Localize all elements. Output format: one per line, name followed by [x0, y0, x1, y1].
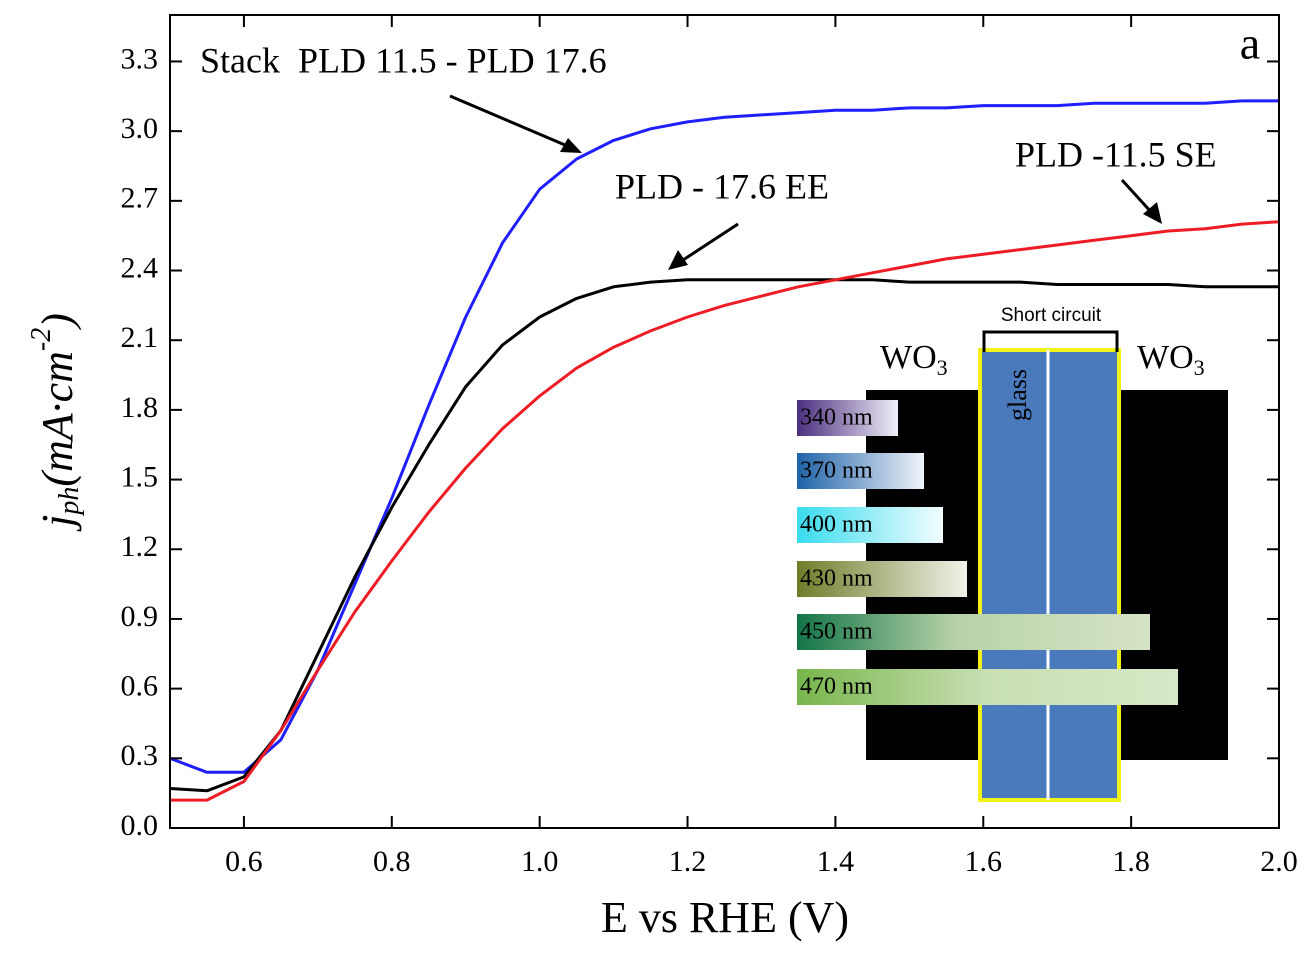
wavelength-bar: [797, 400, 898, 436]
series-line: [169, 278, 1279, 793]
y-tick-label: 1.5: [121, 460, 159, 493]
annotation-arrow: [449, 94, 573, 150]
series-label: PLD - 17.6 EE: [615, 166, 829, 206]
y-tick-label: 2.4: [121, 251, 159, 284]
annotation-arrow: [1120, 178, 1154, 215]
x-tick-label: 1.2: [669, 845, 707, 878]
series-line: [170, 220, 1280, 802]
y-tick-label: 3.0: [121, 112, 159, 145]
y-tick-label: 0.0: [121, 809, 159, 842]
y-tick-label: 3.3: [121, 42, 159, 75]
wavelength-bar: [797, 561, 967, 597]
wavelength-label: 400 nm: [800, 512, 873, 538]
x-tick-label: 2.0: [1260, 845, 1298, 878]
y-tick-label: 1.2: [121, 530, 159, 563]
panel-label: a: [1240, 18, 1260, 69]
annotation-arrow: [679, 222, 739, 264]
layer-subscript: 3: [937, 355, 948, 380]
y-tick-label: 0.3: [121, 739, 159, 772]
y-title-part: (mA·cm: [33, 351, 82, 487]
y-tick-label: 0.6: [121, 670, 159, 703]
series-label: PLD -11.5 SE: [1015, 134, 1217, 174]
plot-frame: [169, 14, 1280, 829]
x-tick-label: 1.0: [521, 845, 559, 878]
y-tick-label: 2.7: [121, 182, 159, 215]
short-circuit-label: Short circuit: [1001, 305, 1102, 326]
layer-label: WO3: [1137, 339, 1205, 380]
y-title-subscript: ph: [54, 487, 85, 517]
wavelength-label: 370 nm: [800, 458, 873, 484]
x-tick-label: 1.4: [817, 845, 855, 878]
y-tick-label: 0.9: [121, 600, 159, 633]
x-tick-label: 1.8: [1112, 845, 1150, 878]
wavelength-label: 340 nm: [800, 405, 873, 431]
x-axis-title: E vs RHE (V): [601, 893, 849, 942]
wavelength-label: 470 nm: [800, 674, 873, 700]
wavelength-bar: [797, 453, 924, 489]
short-circuit-wire: [982, 330, 1119, 352]
layer-text: WO: [1137, 339, 1194, 376]
y-title-part: ): [33, 313, 82, 331]
annotation-arrowhead: [560, 138, 582, 153]
annotation-arrowhead: [668, 250, 688, 270]
series-line: [169, 99, 1279, 774]
wavelength-label: 430 nm: [800, 566, 873, 592]
wavelength-bar: [797, 614, 1150, 650]
glass-label: glass: [1003, 369, 1032, 421]
x-tick-label: 0.8: [373, 845, 411, 878]
layer-text: WO: [880, 339, 937, 376]
y-title-superscript: -2: [26, 328, 57, 351]
x-tick-label: 0.6: [225, 845, 263, 878]
annotation-arrowhead: [1143, 202, 1162, 224]
y-tick-label: 2.1: [121, 321, 159, 354]
x-tick-label: 1.6: [965, 845, 1003, 878]
y-axis-title: jph(mA·cm-2): [26, 313, 85, 532]
wavelength-label: 450 nm: [800, 619, 873, 645]
series-label: Stack PLD 11.5 - PLD 17.6: [200, 40, 607, 80]
plot-area: [169, 99, 1280, 802]
y-tick-label: 1.8: [121, 391, 159, 424]
y-title-part: j: [33, 515, 82, 532]
layer-label: WO3: [880, 339, 948, 380]
wavelength-bar: [797, 669, 1178, 705]
layer-subscript: 3: [1194, 355, 1205, 380]
wavelength-bar: [797, 507, 943, 543]
